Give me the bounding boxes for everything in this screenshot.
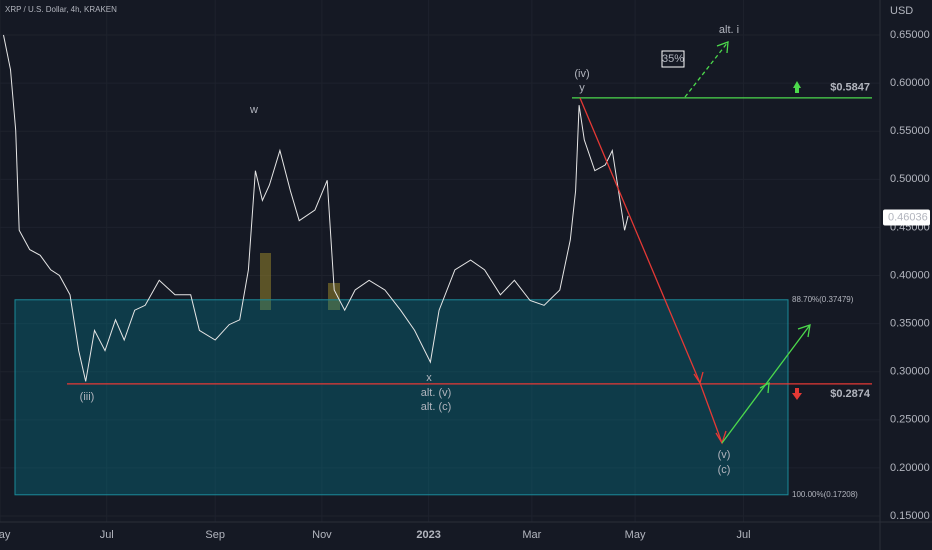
y-tick-label: 0.20000 [890,462,930,474]
fib-label: 88.70%(0.37479) [792,295,854,304]
alt-arrow [684,41,729,98]
x-tick-label: Mar [522,529,541,541]
wave-label: (c) [718,464,731,476]
price-tag [883,209,930,226]
y-tick-label: 0.60000 [890,77,930,89]
y-tick-label: 0.25000 [890,414,930,426]
arrow-head [797,324,811,338]
wave-label: (iii) [80,391,95,403]
y-tick-label: 0.30000 [890,366,930,378]
x-tick-label: May [0,529,11,541]
fib-zone [14,299,789,496]
highlight-box [328,283,340,310]
grid [0,0,880,522]
wave-label: alt. (v) [421,387,452,399]
down-icon [792,388,802,400]
wave-label: alt. (c) [421,401,452,413]
x-tick-label: Sep [205,529,225,541]
price-tag-label: 0.46036 [888,211,928,223]
arrow-head [716,41,729,54]
x-tick-label: 2023 [416,529,440,541]
level-label: $0.5847 [830,82,870,94]
percent-box [661,50,685,68]
arrow-head [759,381,770,394]
x-tick-label: May [625,529,646,541]
x-tick-label: Jul [100,529,114,541]
x-tick-label: Nov [312,529,332,541]
x-tick-label: Jul [737,529,751,541]
percent-label: 35% [662,53,684,65]
wave-label: (v) [718,449,731,461]
arrows [579,41,811,445]
annotations: (iii) w x alt. (v) alt. (c) (iv) y (v) (… [80,24,739,476]
wave-label: x [426,372,432,384]
wave-label: w [249,104,258,116]
y-tick-label: 0.55000 [890,125,930,137]
highlight-box [260,253,271,310]
wave-label: (iv) [574,68,589,80]
wave-label: alt. i [719,24,739,36]
plot: 88.70%(0.37479) 100.00%(0.17208) $0.5847 $0… [3,34,872,499]
fib-label: 100.00%(0.17208) [792,490,858,499]
chart-title: XRP / U.S. Dollar, 4h, KRAKEN [5,5,117,14]
price-line [3,34,629,382]
level-label: $0.2874 [830,388,871,400]
y-tick-label: 0.35000 [890,318,930,330]
y-tick-label: 0.50000 [890,173,930,185]
arrow-head [693,371,704,385]
y-axis-label: USD [890,5,913,17]
wave-label: y [579,82,585,94]
y-tick-label: 0.65000 [890,29,930,41]
y-tick-label: 0.40000 [890,269,930,281]
y-tick-label: 0.15000 [890,510,930,522]
up-icon [793,81,801,93]
axes: 0.650000.600000.550000.500000.450000.400… [0,29,930,541]
